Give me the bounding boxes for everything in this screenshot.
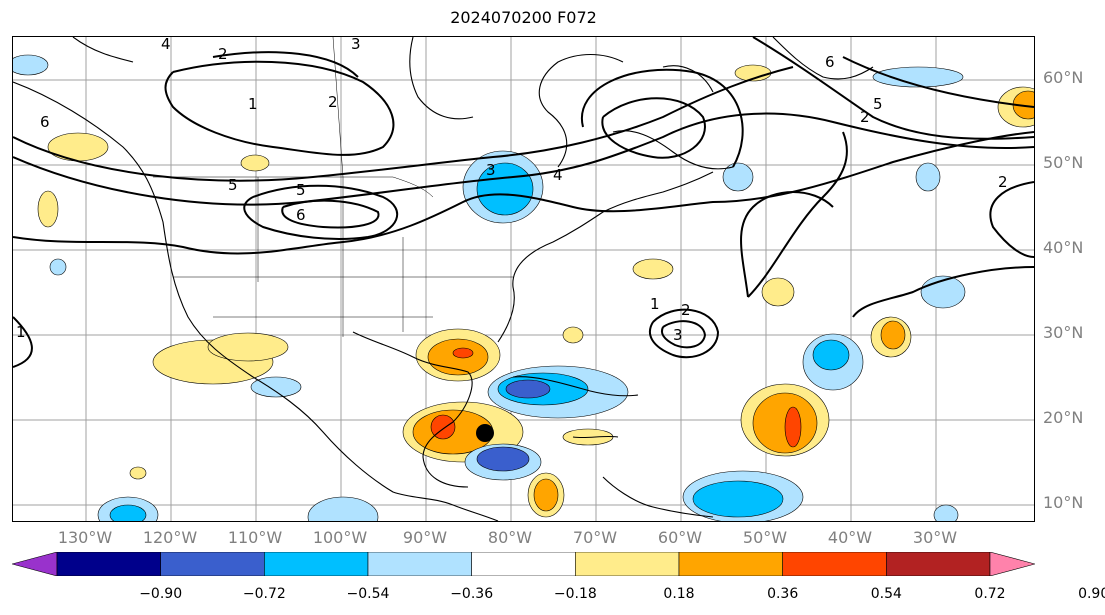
contour-label: 1 bbox=[16, 323, 26, 341]
contour-label: 5 bbox=[228, 176, 238, 194]
political-borders bbox=[153, 37, 513, 337]
colorbar-extend-high bbox=[989, 551, 1037, 577]
lon-label: 50°W bbox=[742, 528, 788, 547]
lat-label: 40°N bbox=[1043, 238, 1084, 257]
contour-label: 6 bbox=[296, 206, 306, 224]
colorbar-tick-label: 0.18 bbox=[663, 586, 695, 602]
contour-label: 2 bbox=[218, 45, 228, 63]
lat-label: 30°N bbox=[1043, 323, 1084, 342]
graticule bbox=[13, 37, 1034, 521]
colorbar-tick-label: −0.18 bbox=[553, 586, 597, 602]
lon-label: 30°W bbox=[912, 528, 958, 547]
contour-label: 3 bbox=[486, 161, 496, 179]
lon-label: 130°W bbox=[57, 528, 113, 547]
colorbar-svg bbox=[10, 551, 1037, 577]
lon-label: 90°W bbox=[402, 528, 448, 547]
map-title: 2024070200 F072 bbox=[450, 8, 597, 27]
colorbar-swatch bbox=[782, 551, 887, 577]
colorbar-swatch bbox=[56, 551, 161, 577]
colorbar-swatch bbox=[367, 551, 472, 577]
storm-position-marker bbox=[476, 424, 494, 442]
coastlines bbox=[13, 37, 874, 521]
colorbar-swatch bbox=[575, 551, 680, 577]
contour-label: 1 bbox=[650, 295, 660, 313]
lon-label: 120°W bbox=[142, 528, 198, 547]
lon-label: 40°W bbox=[827, 528, 873, 547]
colorbar-tick-label: 0.54 bbox=[870, 586, 902, 602]
colorbar-tick-label: −0.90 bbox=[139, 586, 183, 602]
lon-label: 60°W bbox=[657, 528, 703, 547]
contour-labels: 4 2 1 3 5 6 2 3 4 6 5 2 1 3 2 1 6 5 2 bbox=[16, 37, 1008, 344]
contour-label: 4 bbox=[161, 37, 171, 53]
colorbar-tick-label: 0.72 bbox=[974, 586, 1006, 602]
contour-label: 4 bbox=[553, 166, 563, 184]
colorbar-tick-label: 0.90 bbox=[1078, 586, 1105, 602]
contour-label: 5 bbox=[296, 181, 306, 199]
map-canvas: 4 2 1 3 5 6 2 3 4 6 5 2 1 3 2 1 6 5 2 bbox=[13, 37, 1034, 521]
colorbar-tick-label: −0.36 bbox=[450, 586, 494, 602]
lon-label: 80°W bbox=[487, 528, 533, 547]
colorbar-tick-label: −0.72 bbox=[242, 586, 286, 602]
contour-label: 2 bbox=[328, 93, 338, 111]
lat-label: 20°N bbox=[1043, 408, 1084, 427]
map-panel[interactable]: 4 2 1 3 5 6 2 3 4 6 5 2 1 3 2 1 6 5 2 bbox=[12, 36, 1035, 522]
lon-label: 100°W bbox=[312, 528, 368, 547]
contour-label: 5 bbox=[873, 95, 883, 113]
contour-label: 2 bbox=[860, 108, 870, 126]
colorbar-tick-label: 0.36 bbox=[767, 586, 799, 602]
contour-label: 6 bbox=[40, 113, 50, 131]
contour-label: 2 bbox=[998, 173, 1008, 191]
anomaly-shading bbox=[13, 54, 1034, 521]
lon-label: 110°W bbox=[227, 528, 283, 547]
colorbar-swatch bbox=[264, 551, 369, 577]
colorbar-swatch bbox=[886, 551, 991, 577]
colorbar-swatch bbox=[160, 551, 265, 577]
contour-label: 2 bbox=[681, 301, 691, 319]
colorbar-swatch bbox=[678, 551, 783, 577]
colorbar-extend-low bbox=[10, 551, 58, 577]
colorbar-swatch bbox=[471, 551, 576, 577]
height-contours bbox=[13, 37, 1034, 368]
contour-label: 3 bbox=[673, 326, 683, 344]
lon-label: 70°W bbox=[572, 528, 618, 547]
contour-label: 3 bbox=[351, 37, 361, 53]
lat-label: 60°N bbox=[1043, 68, 1084, 87]
colorbar-tick-label: −0.54 bbox=[346, 586, 390, 602]
contour-label: 1 bbox=[248, 95, 258, 113]
lat-label: 50°N bbox=[1043, 153, 1084, 172]
contour-label: 6 bbox=[825, 53, 835, 71]
colorbar bbox=[10, 551, 1037, 577]
lat-label: 10°N bbox=[1043, 493, 1084, 512]
